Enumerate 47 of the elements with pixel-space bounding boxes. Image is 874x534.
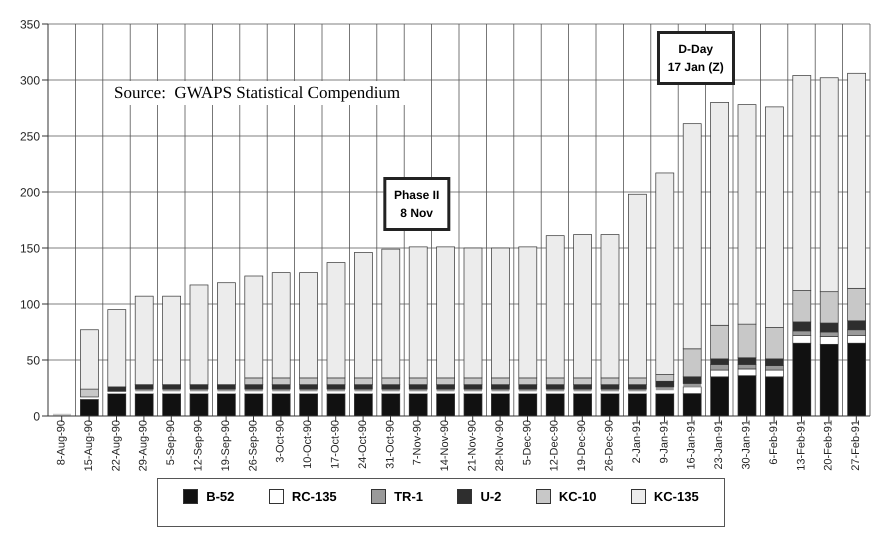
legend-label: RC-135: [292, 489, 337, 504]
legend-label: TR-1: [394, 489, 423, 504]
x-tick-label: 13-Feb-91: [795, 420, 808, 471]
x-tick-label: 16-Jan-91: [686, 420, 698, 470]
y-tick-label: 0: [33, 409, 40, 424]
x-tick-label: 12-Sep-90: [192, 420, 205, 472]
legend-label: KC-10: [558, 489, 596, 504]
x-tick-label: 5-Sep-90: [165, 420, 178, 466]
x-tick-label: 17-Oct-90: [330, 420, 342, 469]
x-tick-label: 30-Jan-91: [740, 420, 753, 470]
x-tick-label: 15-Aug-90: [82, 420, 95, 472]
y-tick-label: 350: [20, 17, 40, 32]
x-tick-label: 12-Dec-90: [548, 420, 561, 472]
x-tick-label: 20-Feb-91: [822, 420, 835, 471]
x-tick-label: 6-Feb-91: [768, 420, 780, 465]
x-tick-label: 29-Aug-90: [138, 420, 150, 472]
x-tick-label: 28-Nov-90: [494, 420, 506, 472]
x-tick-label: 26-Sep-90: [247, 420, 260, 472]
x-tick-label: 19-Dec-90: [576, 420, 588, 472]
x-tick-label: 3-Oct-90: [274, 420, 287, 463]
annotation: D-Day 17 Jan (Z): [656, 31, 735, 86]
x-tick-label: 27-Feb-91: [850, 420, 862, 471]
x-tick-label: 31-Oct-90: [384, 420, 396, 469]
x-tick-label: 10-Oct-90: [302, 420, 314, 469]
annotation: Source: GWAPS Statistical Compendium: [108, 81, 406, 105]
legend-label: B-52: [206, 489, 234, 504]
y-tick-label: 300: [20, 73, 40, 88]
legend-label: U-2: [480, 489, 502, 504]
x-tick-label: 26-Dec-90: [604, 420, 616, 472]
x-tick-label: 7-Nov-90: [412, 420, 424, 466]
y-tick-label: 100: [20, 297, 40, 312]
x-tick-label: 23-Jan-91: [713, 420, 726, 470]
x-tick-label: 2-Jan-91: [630, 420, 643, 464]
x-tick-label: 21-Nov-90: [466, 420, 479, 472]
x-tick-label: 9-Jan-91: [658, 420, 670, 464]
x-tick-label: 14-Nov-90: [439, 420, 452, 472]
x-tick-label: 24-Oct-90: [356, 420, 369, 469]
y-tick-label: 150: [20, 241, 40, 256]
y-tick-label: 200: [20, 185, 40, 200]
x-tick-label: 5-Dec-90: [521, 420, 534, 466]
x-tick-label: 8-Aug-90: [56, 420, 68, 466]
y-tick-label: 250: [20, 129, 40, 144]
x-tick-label: 19-Sep-90: [220, 420, 232, 472]
y-tick-label: 50: [26, 353, 40, 368]
x-tick-label: 22-Aug-90: [110, 420, 122, 472]
annotation: Phase II 8 Nov: [382, 177, 450, 232]
legend-label: KC-135: [654, 489, 699, 504]
